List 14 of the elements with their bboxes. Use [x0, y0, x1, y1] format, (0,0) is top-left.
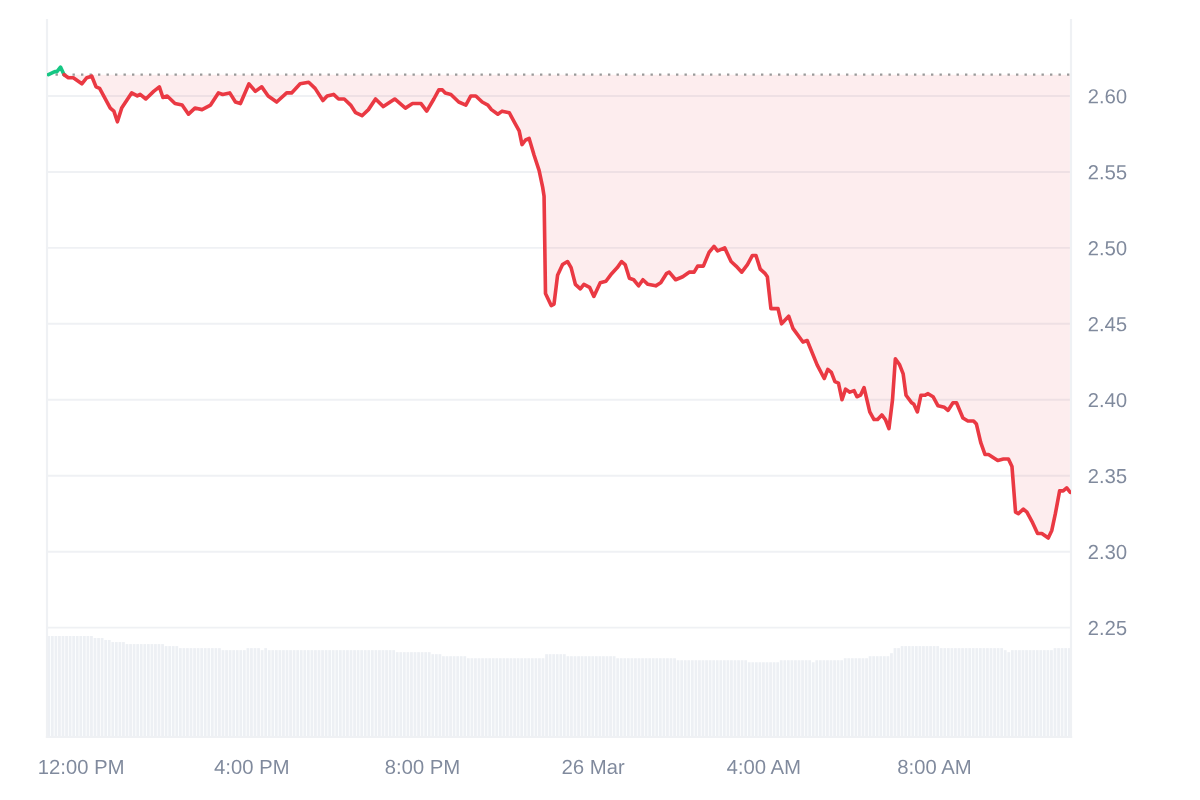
x-tick-label: 8:00 PM — [385, 759, 459, 775]
y-tick-label: 2.50 — [1088, 241, 1127, 256]
y-tick-label: 2.40 — [1088, 392, 1127, 408]
x-tick-label: 12:00 PM — [39, 759, 123, 775]
x-tick-label: 4:00 PM — [214, 759, 288, 775]
y-tick-label: 2.30 — [1088, 544, 1127, 560]
y-tick-label: 2.60 — [1088, 89, 1127, 104]
y-tick-label: 2.45 — [1088, 317, 1127, 332]
x-tick-label: 4:00 AM — [727, 759, 800, 775]
y-tick-label: 2.25 — [1088, 620, 1127, 636]
x-tick-label: 8:00 AM — [898, 759, 971, 775]
y-tick-label: 2.35 — [1088, 468, 1127, 484]
y-tick-label: 2.55 — [1088, 165, 1127, 180]
x-tick-label: 26 Mar — [562, 759, 625, 775]
